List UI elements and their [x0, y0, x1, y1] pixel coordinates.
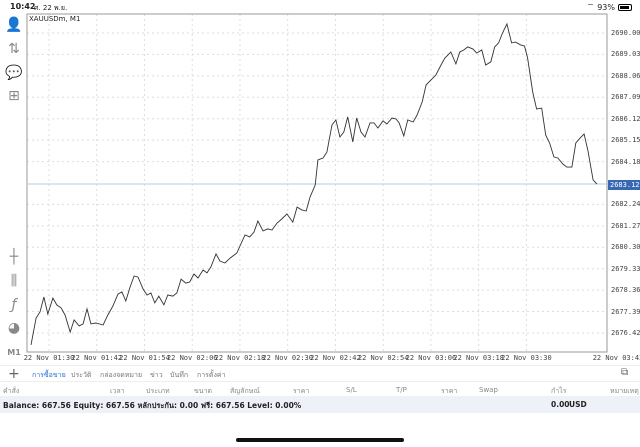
trade-arrows-icon[interactable]: ⇅ — [8, 41, 20, 57]
crosshair-icon[interactable]: ┼ — [9, 249, 19, 265]
wifi-icon: ⌔ — [586, 2, 595, 11]
balance-summary: Balance: 667.56 Equity: 667.56 หลักประกั… — [3, 401, 302, 410]
tab-trade[interactable]: การซื้อขาย — [32, 371, 66, 379]
home-indicator — [236, 438, 404, 442]
add-icon[interactable]: + — [8, 366, 20, 382]
y-tick-label: 2690.000 — [611, 29, 640, 37]
chart-frame — [26, 13, 608, 353]
chart-symbol-label: XAUUSDm, M1 — [29, 15, 81, 23]
tab-history[interactable]: ประวัติ — [71, 371, 92, 379]
objects-icon[interactable]: ◕ — [7, 320, 21, 336]
x-tick-label: 22 Nov 02:30 — [262, 354, 313, 362]
col-type: ประเภท — [146, 387, 170, 395]
x-tick-label: 22 Nov 03:30 — [501, 354, 552, 362]
y-tick-label: 2684.180 — [611, 157, 640, 166]
y-tick-label: 2682.240 — [611, 200, 640, 209]
tab-mailbox[interactable]: กล่องจดหมาย — [100, 371, 143, 379]
battery-percent: 93% — [597, 2, 615, 12]
y-tick-label: 2681.270 — [611, 221, 640, 230]
x-tick-label: 22 Nov 02:18 — [214, 354, 266, 362]
col-current-price: ราคา — [441, 387, 458, 395]
col-price: ราคา — [293, 387, 310, 395]
y-tick-label: 2678.360 — [611, 286, 640, 295]
indicators-icon[interactable]: ƒ — [11, 297, 17, 313]
price-line — [30, 22, 598, 345]
price-chart[interactable] — [0, 0, 640, 365]
col-profit: กำไร — [551, 387, 567, 395]
y-tick-label: 2679.330 — [611, 264, 640, 273]
date: ศ. 22 พ.ย. — [34, 4, 68, 12]
col-time: เวลา — [110, 387, 125, 395]
clock: 10:42 — [10, 2, 36, 11]
layout-toggle-icon[interactable]: ⧉ — [621, 367, 629, 378]
chat-icon[interactable]: 💬 — [5, 65, 23, 81]
status-bar: 10:42 ศ. 22 พ.ย. ⌔ 93% — [0, 0, 640, 14]
battery-icon — [618, 3, 632, 11]
y-tick-label: 2680.300 — [611, 243, 640, 252]
col-tp: T/P — [396, 386, 407, 394]
tab-journal[interactable]: บันทึก — [170, 371, 189, 379]
terminal-tabs: + การซื้อขาย ประวัติ กล่องจดหมาย ข่าว บั… — [0, 365, 640, 382]
y-tick-label: 2685.150 — [611, 136, 640, 145]
account-icon[interactable]: 👤 — [5, 17, 23, 33]
timeframe-button[interactable]: M1 — [7, 347, 21, 357]
col-order: คำสั่ง — [3, 387, 20, 395]
new-document-icon[interactable]: ⊞ — [8, 88, 20, 104]
y-tick-label: 2677.390 — [611, 307, 640, 316]
y-tick-label: 2676.420 — [611, 328, 640, 337]
x-tick-label: 22 Nov 01:54 — [119, 354, 170, 362]
y-tick-label: 2686.120 — [611, 114, 640, 123]
x-tick-label: 22 Nov 02:06 — [166, 354, 218, 362]
total-profit: 0.00 — [551, 400, 570, 409]
x-tick-label: 22 Nov 01:42 — [71, 354, 123, 362]
y-tick-label: 2689.030 — [611, 50, 640, 59]
col-swap: Swap — [479, 386, 498, 394]
left-toolbar: 👤 ⇅ 💬 ⊞ ┼ ⫼ ƒ ◕ M1 — [0, 14, 27, 364]
current-price-badge: 2683.129 — [608, 179, 640, 190]
tab-news[interactable]: ข่าว — [150, 371, 163, 379]
chart-grid — [27, 14, 607, 352]
col-symbol: สัญลักษณ์ — [230, 387, 260, 395]
x-tick-label: 22 Nov 02:42 — [310, 354, 361, 362]
x-tick-label: 22 Nov 01:30 — [23, 354, 75, 362]
x-tick-label: 22 Nov 02:54 — [357, 354, 409, 362]
col-comment: หมายเหตุ — [610, 387, 639, 395]
x-tick-label: 22 Nov 03:06 — [405, 354, 457, 362]
chart-type-icon[interactable]: ⫼ — [10, 273, 18, 289]
orders-table-header: คำสั่ง เวลา ประเภท ขนาด สัญลักษณ์ ราคา S… — [0, 381, 640, 396]
currency: USD — [569, 400, 587, 409]
y-tick-label: 2688.060 — [611, 71, 640, 80]
battery-status: ⌔ 93% — [587, 2, 632, 12]
col-sl: S/L — [346, 386, 357, 394]
tab-settings[interactable]: การตั้งค่า — [197, 371, 226, 379]
y-tick-label: 2687.090 — [611, 93, 640, 102]
account-summary-row: Balance: 667.56 Equity: 667.56 หลักประกั… — [0, 396, 640, 413]
col-volume: ขนาด — [194, 387, 213, 395]
x-tick-label: 22 Nov 03:42 — [592, 354, 640, 362]
x-tick-label: 22 Nov 03:18 — [453, 354, 504, 362]
